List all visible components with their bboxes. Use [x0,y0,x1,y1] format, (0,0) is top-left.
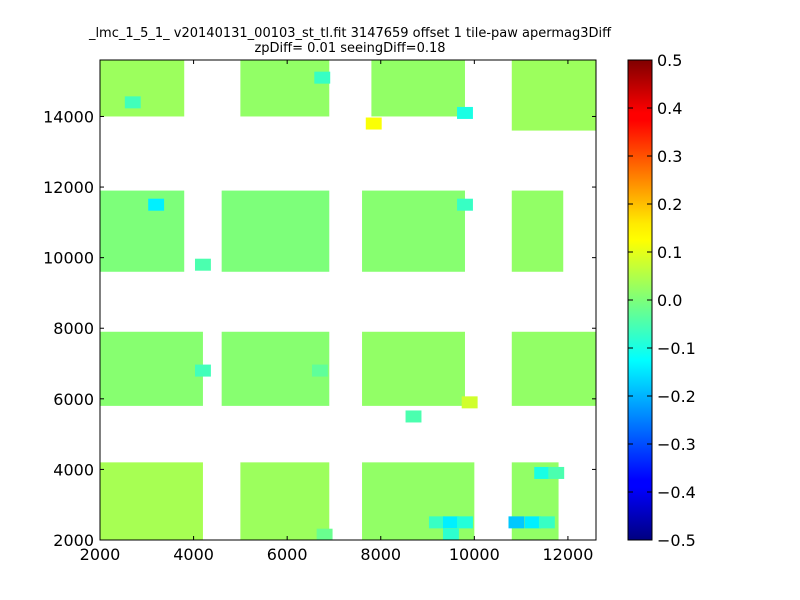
x-tick-label: 8000 [360,545,401,564]
colorbar-tick-label: 0.5 [657,51,682,70]
heatmap-region [100,60,185,117]
x-tick-label: 2000 [80,545,121,564]
heatmap-cell [428,516,445,529]
heatmap-region [221,190,330,272]
heatmap-cell [124,96,141,109]
heatmap-cell [314,71,331,84]
colorbar-tick-label: 0.0 [657,291,682,310]
colorbar-tick-label: −0.3 [657,435,696,454]
heatmap-cell [148,198,165,211]
y-tick-label: 8000 [53,319,94,338]
heatmap-region [371,60,465,117]
colorbar-axis: 0.5 0.4 0.3 0.2 0.1 0.0 −0.1 −0.2 −0.3 −0.4 −0.5 [628,51,696,550]
x-tick-label: 12000 [542,545,593,564]
x-tick-label: 4000 [173,545,214,564]
heatmap-region [100,331,203,406]
heatmap-region [511,190,564,272]
heatmap-cell [316,528,333,540]
heatmap-cell [442,516,459,529]
heatmap-cell [534,466,551,479]
heatmap-region [221,331,330,406]
colorbar-tick-label: −0.2 [657,387,696,406]
heatmap-region [100,462,203,540]
heatmap-region [240,60,330,117]
heatmap-cell [194,258,211,271]
heatmap-region [362,331,465,406]
y-tick-label: 4000 [53,460,94,479]
y-tick-label: 12000 [43,178,94,197]
heatmap-cell [548,466,565,479]
heatmap-region [240,462,330,540]
heatmap-region [511,331,596,406]
chart-title-line-1: _lmc_1_5_1_ v20140131_00103_st_tl.fit 31… [88,26,612,41]
colorbar-tick-label: 0.2 [657,195,682,214]
heatmap-region [511,60,596,131]
colorbar-tick-label: 0.3 [657,147,682,166]
heatmap-cell [365,117,382,130]
colorbar-tick-label: −0.4 [657,483,696,502]
heatmap-cell [461,396,478,409]
heatmap-cells [100,60,596,540]
axes: 2000 4000 6000 8000 10000 12000 2000 4000 6000 80… [43,60,596,564]
heatmap-cell [405,410,422,423]
colorbar-tick-label: 0.1 [657,243,682,262]
x-tick-label: 10000 [449,545,500,564]
heatmap-cell [457,198,473,211]
heatmap-cell [311,364,328,377]
chart-title-line-2: zpDiff= 0.01 seeingDiff=0.18 [254,41,446,56]
heatmap-region [100,190,185,272]
heatmap-cell [194,364,211,377]
colorbar-tick-label: 0.4 [657,99,682,118]
y-tick-label: 10000 [43,249,94,268]
heatmap-cell [442,528,459,540]
y-tick-label: 6000 [53,390,94,409]
colorbar-tick-label: −0.1 [657,339,696,358]
heatmap-cell [524,516,541,529]
heatmap-cell [457,516,473,529]
heatmap-region [362,190,465,272]
plot-frame [99,59,597,541]
colorbar-tick-label: −0.5 [657,531,696,550]
y-tick-label: 2000 [53,531,94,550]
heatmap-cell [508,516,525,529]
heatmap-cell [457,106,473,119]
y-tick-label: 14000 [43,107,94,126]
heatmap-cell [538,516,555,529]
x-tick-label: 6000 [267,545,308,564]
